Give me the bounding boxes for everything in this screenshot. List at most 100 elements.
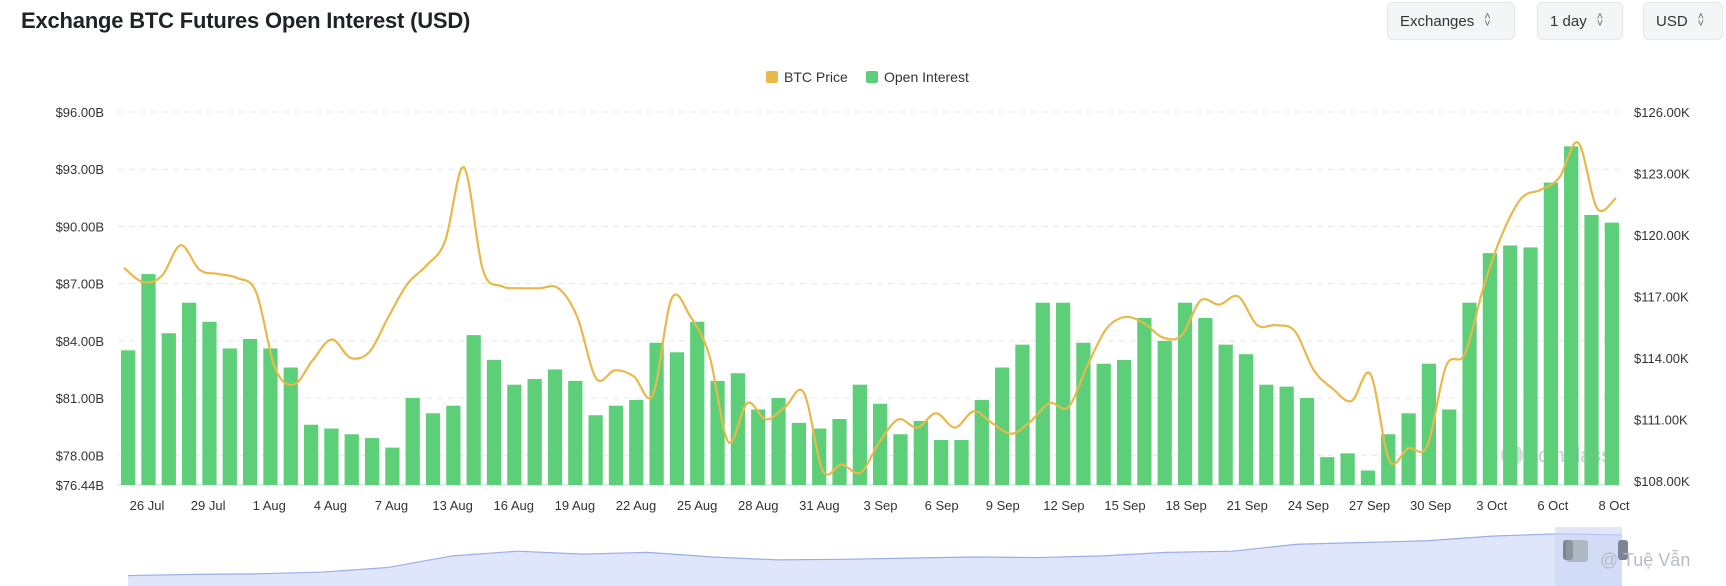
open-interest-bar bbox=[1157, 340, 1172, 485]
open-interest-bar bbox=[202, 321, 217, 485]
y-left-tick-label: $76.44B bbox=[56, 478, 104, 493]
x-tick-label: 22 Aug bbox=[616, 498, 657, 513]
y-left-tick-label: $81.00B bbox=[56, 391, 104, 406]
x-tick-label: 13 Aug bbox=[432, 498, 473, 513]
y-left-tick-label: $87.00B bbox=[56, 277, 104, 292]
right-axis: $126.00K $123.00K $120.00K $117.00K $114.00K… bbox=[1634, 105, 1690, 489]
open-interest-bar bbox=[1442, 409, 1457, 485]
open-interest-bar bbox=[852, 384, 867, 485]
x-tick-label: 4 Aug bbox=[314, 498, 347, 513]
interval-select[interactable]: 1 day ˄ ˅ bbox=[1537, 2, 1623, 40]
x-tick-label: 19 Aug bbox=[555, 498, 596, 513]
open-interest-bar bbox=[690, 321, 705, 485]
open-interest-bar bbox=[263, 348, 278, 485]
y-left-tick-label: $78.00B bbox=[56, 448, 104, 463]
x-tick-label: 16 Aug bbox=[494, 498, 535, 513]
open-interest-bar bbox=[242, 338, 258, 485]
x-tick-label: 12 Sep bbox=[1043, 498, 1084, 513]
open-interest-bar bbox=[1564, 146, 1579, 486]
author-credit-text: @ Tuệ Vẫn bbox=[1600, 549, 1690, 570]
open-interest-bar bbox=[974, 399, 989, 485]
open-interest-bar bbox=[364, 438, 380, 485]
open-interest-bar bbox=[1360, 470, 1376, 485]
x-tick-label: 3 Sep bbox=[864, 498, 898, 513]
x-tick-label: 7 Aug bbox=[375, 498, 408, 513]
navigator-line bbox=[127, 533, 1623, 577]
y-right-tick-label: $120.00K bbox=[1634, 228, 1690, 243]
y-right-tick-label: $117.00K bbox=[1634, 289, 1689, 304]
open-interest-bar bbox=[121, 350, 136, 485]
open-interest-bars bbox=[121, 146, 1619, 486]
open-interest-bar bbox=[425, 413, 441, 485]
open-interest-bar bbox=[1177, 302, 1193, 485]
btc-price-line-group bbox=[123, 141, 1617, 476]
x-tick-label: 27 Sep bbox=[1349, 498, 1390, 513]
open-interest-bar bbox=[405, 398, 420, 485]
x-tick-label: 24 Sep bbox=[1288, 498, 1329, 513]
navigator-area bbox=[128, 533, 1622, 586]
open-interest-bar bbox=[1035, 302, 1050, 485]
currency-select[interactable]: USD ˄ ˅ bbox=[1643, 2, 1723, 40]
open-interest-bar bbox=[1462, 302, 1477, 485]
open-interest-bar bbox=[507, 384, 522, 485]
y-right-tick-label: $108.00K bbox=[1634, 474, 1690, 489]
open-interest-bar bbox=[547, 369, 563, 485]
page-title: Exchange BTC Futures Open Interest (USD) bbox=[21, 8, 471, 33]
open-interest-bar bbox=[1584, 214, 1599, 485]
open-interest-bar bbox=[588, 415, 603, 485]
open-interest-bar bbox=[344, 434, 359, 485]
open-interest-bar bbox=[1543, 182, 1558, 486]
navigator[interactable] bbox=[127, 527, 1628, 586]
exchanges-select[interactable]: Exchanges ˄ ˅ bbox=[1387, 2, 1515, 40]
open-interest-bar bbox=[1340, 453, 1355, 485]
open-interest-bar bbox=[1076, 342, 1091, 485]
legend-label-btc-price: BTC Price bbox=[784, 69, 848, 85]
sort-chevrons-icon: ˄ ˅ bbox=[1697, 11, 1705, 30]
open-interest-bar bbox=[446, 405, 461, 485]
open-interest-bar bbox=[486, 359, 502, 485]
open-interest-bar bbox=[873, 403, 888, 485]
x-tick-label: 1 Aug bbox=[253, 498, 286, 513]
y-right-tick-label: $123.00K bbox=[1634, 166, 1690, 181]
open-interest-bar bbox=[893, 434, 908, 485]
open-interest-bar bbox=[466, 335, 481, 485]
open-interest-bar bbox=[1482, 253, 1498, 485]
legend-swatch-btc-price bbox=[766, 71, 778, 83]
open-interest-bar bbox=[1279, 386, 1294, 485]
grid-lines bbox=[118, 111, 1622, 486]
open-interest-bar bbox=[1503, 245, 1518, 485]
share-icon bbox=[1566, 540, 1588, 562]
open-interest-bar bbox=[141, 274, 156, 485]
x-tick-label: 8 Oct bbox=[1598, 498, 1629, 513]
open-interest-bar bbox=[1604, 222, 1619, 485]
open-interest-bar bbox=[324, 428, 339, 485]
open-interest-bar bbox=[1259, 384, 1274, 485]
legend-item-open-interest[interactable]: Open Interest bbox=[866, 69, 969, 85]
x-tick-label: 29 Jul bbox=[191, 498, 226, 513]
y-left-tick-label: $90.00B bbox=[56, 219, 104, 234]
open-interest-bar bbox=[1015, 344, 1030, 485]
open-interest-bar bbox=[385, 447, 400, 485]
open-interest-bar bbox=[222, 348, 237, 485]
open-interest-bar bbox=[1238, 354, 1254, 485]
x-tick-label: 9 Sep bbox=[986, 498, 1020, 513]
legend-swatch-open-interest bbox=[866, 71, 878, 83]
open-interest-bar bbox=[1116, 359, 1132, 485]
x-tick-label: 6 Sep bbox=[925, 498, 959, 513]
navigator-handle-right bbox=[1618, 540, 1628, 560]
sort-chevrons-icon: ˄ ˅ bbox=[1484, 11, 1491, 30]
legend: BTC Price Open Interest bbox=[766, 69, 969, 85]
interval-select-label: 1 day bbox=[1550, 12, 1587, 30]
y-right-tick-label: $111.00K bbox=[1634, 412, 1688, 427]
legend-item-btc-price[interactable]: BTC Price bbox=[766, 69, 848, 85]
open-interest-bar bbox=[303, 424, 319, 485]
open-interest-bar bbox=[649, 342, 664, 485]
open-interest-bar bbox=[751, 409, 766, 485]
open-interest-bar bbox=[182, 302, 197, 485]
x-axis: 26 Jul 29 Jul 1 Aug 4 Aug 7 Aug 13 Aug 16 Aug 1… bbox=[130, 498, 1630, 513]
y-right-tick-label: $126.00K bbox=[1634, 105, 1690, 120]
open-interest-bar bbox=[1299, 398, 1315, 485]
open-interest-bar bbox=[527, 378, 542, 485]
open-interest-bar bbox=[913, 420, 928, 485]
